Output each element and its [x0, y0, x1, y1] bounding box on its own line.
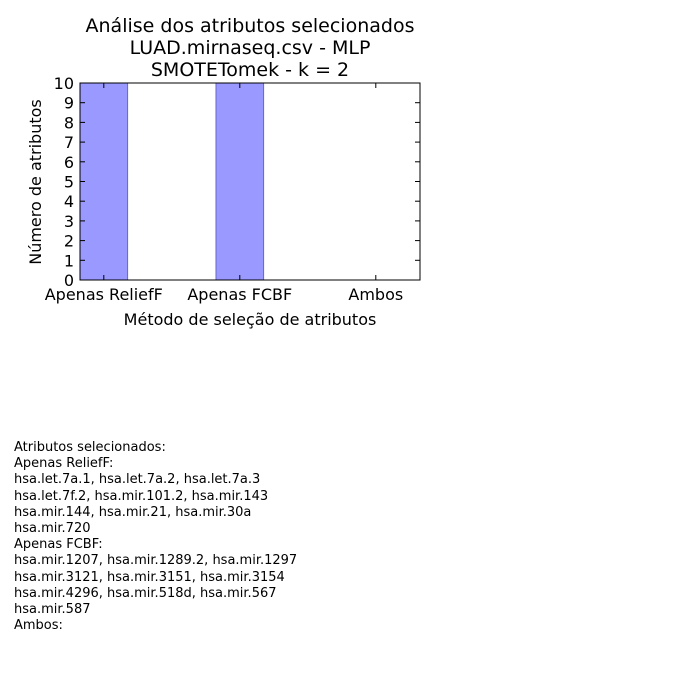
attributes-text-line: Apenas FCBF:: [14, 537, 103, 553]
selected-attributes-text: Atributos selecionados: Apenas ReliefF: hs…: [14, 440, 297, 634]
y-tick-label: 0: [64, 271, 74, 290]
chart-title-line-1: Análise dos atributos selecionados: [86, 15, 415, 37]
y-tick-label: 6: [64, 153, 74, 172]
y-tick-label: 8: [64, 113, 74, 132]
attributes-text-line: hsa.mir.587: [14, 602, 91, 618]
chart-title: Análise dos atributos selecionados LUAD.…: [86, 15, 415, 81]
y-tick-label: 10: [54, 74, 74, 93]
x-tick-label: Apenas FCBF: [187, 285, 292, 304]
y-tick-label: 2: [64, 232, 74, 251]
y-tick-label: 7: [64, 133, 74, 152]
attributes-text-line: hsa.mir.4296, hsa.mir.518d, hsa.mir.567: [14, 585, 277, 601]
attributes-text-line: hsa.mir.144, hsa.mir.21, hsa.mir.30a: [14, 504, 252, 520]
x-tick-label: Ambos: [348, 285, 403, 304]
attributes-text-line: hsa.mir.720: [14, 521, 91, 537]
x-tick-label: Apenas ReliefF: [45, 285, 163, 304]
attributes-text-line: Apenas ReliefF:: [14, 456, 114, 472]
plot-frame: [79, 82, 421, 281]
bar-chart: Análise dos atributos selecionados LUAD.…: [26, 15, 421, 329]
chart-title-line-3: SMOTETomek - k = 2: [151, 59, 349, 81]
x-axis-ticks: Apenas ReliefF Apenas FCBF Ambos: [45, 83, 403, 304]
y-tick-label: 4: [64, 192, 74, 211]
bars-group: [79, 82, 265, 281]
attributes-text-line: hsa.mir.3121, hsa.mir.3151, hsa.mir.3154: [14, 569, 285, 585]
attributes-text-line: hsa.mir.1207, hsa.mir.1289.2, hsa.mir.12…: [14, 553, 298, 569]
attributes-text-line: Atributos selecionados:: [14, 440, 166, 455]
y-tick-label: 1: [64, 251, 74, 270]
attributes-text-line: hsa.let.7a.1, hsa.let.7a.2, hsa.let.7a.3: [14, 472, 261, 488]
attributes-text-line: Ambos:: [14, 618, 63, 634]
y-tick-label: 3: [64, 212, 74, 231]
chart-title-line-2: LUAD.mirnaseq.csv - MLP: [130, 37, 371, 59]
x-axis-label: Método de seleção de atributos: [124, 310, 377, 329]
y-tick-label: 9: [64, 94, 74, 113]
bar-apenas-relieff: [79, 82, 129, 281]
y-tick-label: 5: [64, 173, 74, 192]
bar-apenas-fcbf: [215, 82, 265, 281]
y-axis-label: Número de atributos: [26, 99, 45, 265]
attributes-text-line: hsa.let.7f.2, hsa.mir.101.2, hsa.mir.143: [14, 488, 269, 504]
